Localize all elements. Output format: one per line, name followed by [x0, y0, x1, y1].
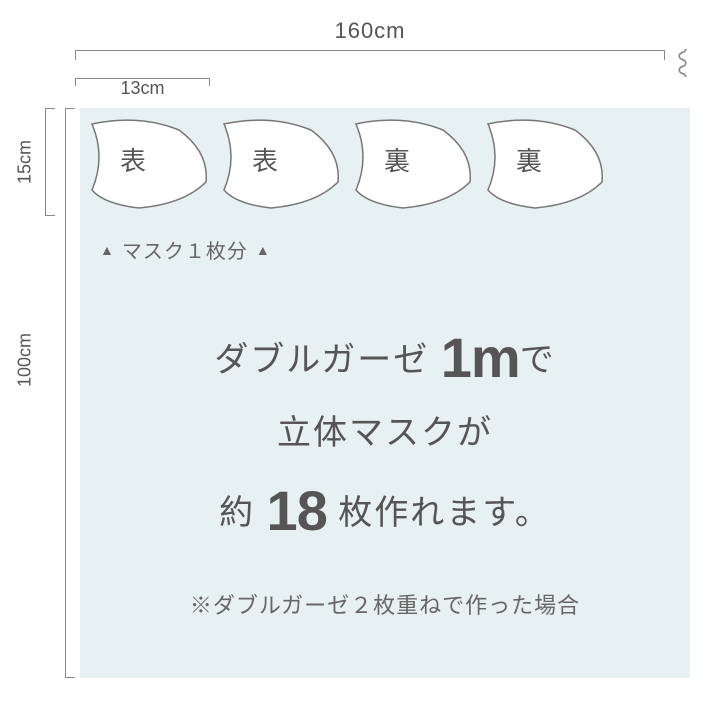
- left-height-large-bracket: [65, 108, 75, 678]
- line3-post: 枚作れます。: [327, 494, 551, 532]
- line3-pre: 約: [219, 494, 266, 532]
- triangle-icon: ▲: [100, 242, 114, 258]
- left-height-small-label: 15cm: [10, 108, 40, 216]
- footnote: ※ダブルガーゼ２枚重ねで作った場合: [80, 588, 690, 620]
- top-width-bracket: [75, 50, 665, 60]
- one-mask-caption-text: マスク１枚分: [122, 235, 248, 264]
- sub-width-label: 13cm: [75, 78, 210, 99]
- mask-piece: 表: [84, 112, 212, 212]
- line3-number: 18: [267, 479, 327, 542]
- top-width-label: 160cm: [75, 18, 665, 44]
- mask-label: 裏: [384, 146, 410, 176]
- line1-pre: ダブルガーゼ: [214, 341, 440, 379]
- line1-post: で: [520, 341, 556, 379]
- one-mask-caption: ▲ マスク１枚分 ▲: [100, 235, 270, 264]
- mask-piece: 表: [216, 112, 344, 212]
- mask-pieces-row: 表 表 裏 裏: [84, 112, 608, 212]
- mask-label: 表: [252, 146, 278, 176]
- left-height-small-bracket: [45, 108, 55, 216]
- line1-number: 1m: [441, 326, 520, 389]
- mask-label: 表: [120, 146, 146, 176]
- main-line-1: ダブルガーゼ 1mで: [80, 310, 690, 405]
- main-text-block: ダブルガーゼ 1mで 立体マスクが 約 18 枚作れます。 ※ダブルガーゼ２枚重…: [80, 310, 690, 620]
- diagram-canvas: 160cm 〰 13cm 15cm 100cm 表 表 裏 裏 ▲ マスク１枚分…: [0, 0, 727, 727]
- mask-piece: 裏: [348, 112, 476, 212]
- main-line-2: 立体マスクが: [80, 405, 690, 463]
- triangle-icon: ▲: [256, 242, 270, 258]
- continuation-mark: 〰: [663, 49, 703, 77]
- left-height-large-label: 100cm: [10, 300, 40, 420]
- main-line-3: 約 18 枚作れます。: [80, 463, 690, 558]
- mask-piece: 裏: [480, 112, 608, 212]
- mask-label: 裏: [516, 146, 542, 176]
